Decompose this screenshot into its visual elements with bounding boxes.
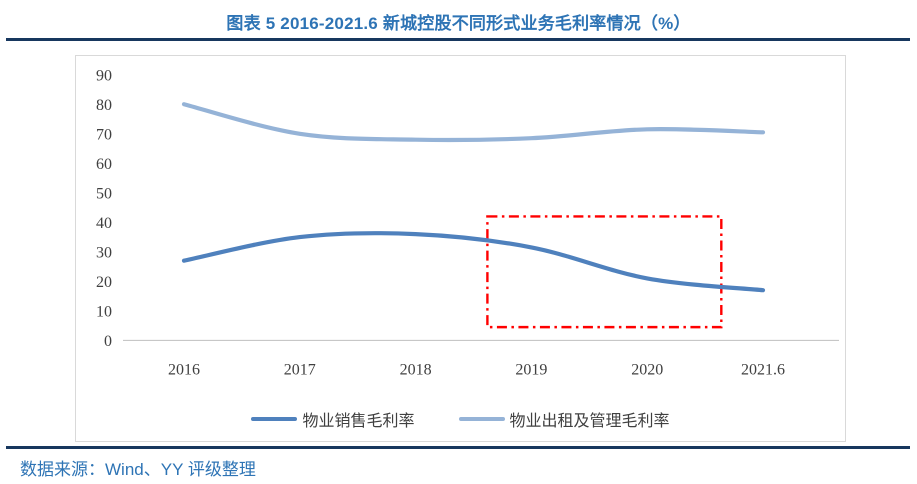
- x-axis-tick-label: 2017: [284, 362, 316, 379]
- series-line-sales: [181, 231, 766, 293]
- y-axis-tick-label: 20: [96, 274, 112, 291]
- legend-label: 物业出租及管理毛利率: [509, 413, 670, 430]
- y-axis-tick-label: 70: [96, 126, 112, 143]
- y-axis-tick-label: 60: [96, 156, 112, 173]
- legend-item: 物业销售毛利率: [251, 407, 415, 431]
- x-axis-tick-label: 2021.6: [741, 362, 785, 379]
- y-axis-tick-label: 40: [96, 215, 112, 232]
- x-axis-tick-label: 2018: [400, 362, 432, 379]
- y-axis-tick-label: 80: [96, 97, 112, 114]
- chart-legend: 物业销售毛利率 物业出租及管理毛利率: [76, 407, 845, 431]
- chart-container: 0 10 20 30 40 50 60 70 80 90 2016 2017 2018 2019 2020 2…: [75, 55, 846, 442]
- legend-item: 物业出租及管理毛利率: [458, 407, 670, 431]
- y-axis-tick-label: 10: [96, 303, 112, 320]
- y-axis-tick-label: 0: [104, 333, 112, 350]
- highlight-rectangle: [486, 215, 723, 329]
- x-axis-tick-label: 2016: [168, 362, 200, 379]
- y-axis-tick-label: 50: [96, 185, 112, 202]
- x-axis-tick-label: 2020: [631, 362, 663, 379]
- footer-divider-rule: [6, 446, 910, 449]
- legend-swatch-sales: [251, 417, 298, 421]
- legend-swatch-rental: [458, 417, 505, 421]
- line-chart: 0 10 20 30 40 50 60 70 80 90 2016 2017 2018 2019 2020 2…: [96, 67, 839, 379]
- legend-label: 物业销售毛利率: [302, 413, 415, 430]
- y-axis-tick-label: 90: [96, 67, 112, 84]
- title-divider-rule: [6, 38, 910, 41]
- chart-title: 图表 5 2016-2021.6 新城控股不同形式业务毛利率情况（%）: [226, 14, 691, 33]
- y-axis-tick-label: 30: [96, 244, 112, 261]
- data-source-note: 数据来源：Wind、YY 评级整理: [20, 460, 256, 479]
- series-line-rental: [181, 102, 766, 143]
- x-axis-tick-label: 2019: [515, 362, 547, 379]
